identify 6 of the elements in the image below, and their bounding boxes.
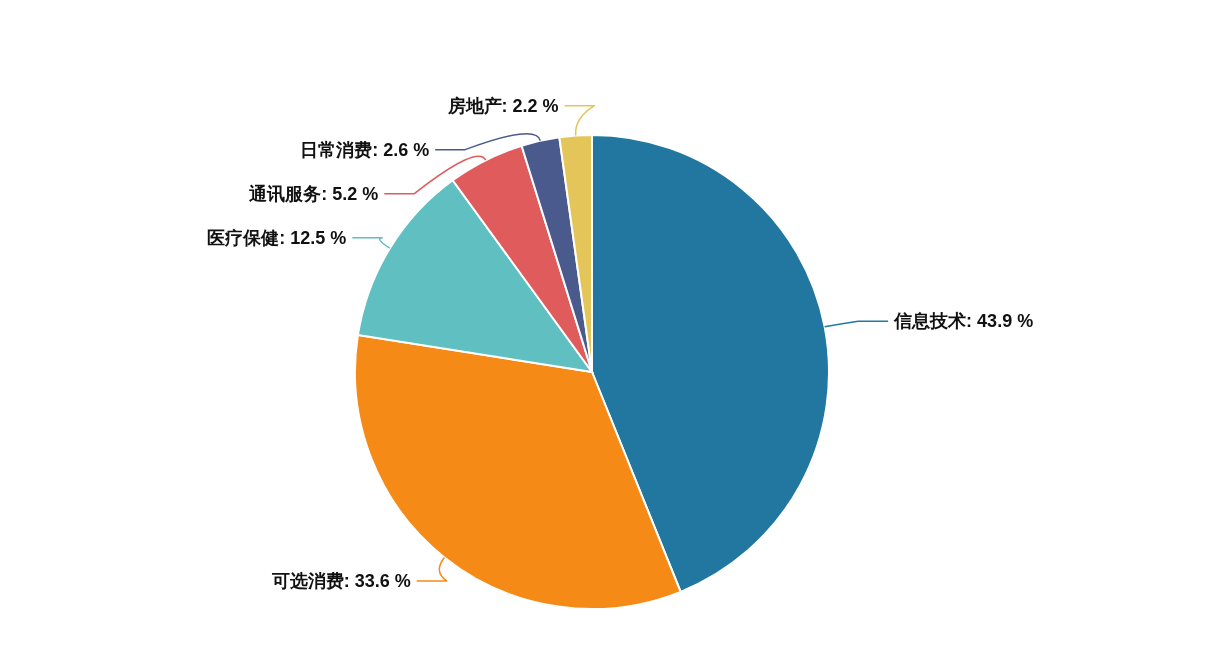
slice-label: 医疗保健: 12.5 %: [207, 227, 347, 248]
slice-label: 日常消费: 2.6 %: [300, 139, 430, 160]
slice-label: 房地产: 2.2 %: [446, 95, 559, 116]
slice-label: 通讯服务: 5.2 %: [248, 183, 379, 204]
slice-label: 信息技术: 43.9 %: [893, 311, 1034, 332]
slice-label: 可选消费: 33.6 %: [270, 570, 411, 591]
